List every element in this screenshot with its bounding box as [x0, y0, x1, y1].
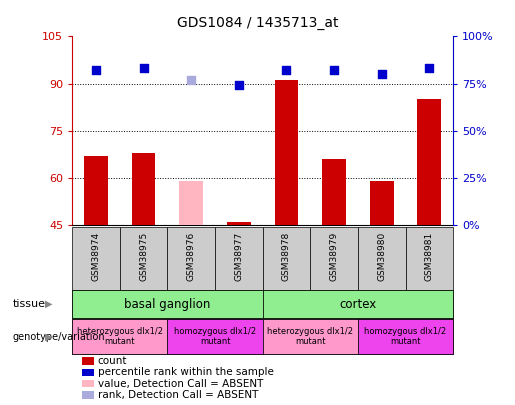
Text: heterozygous dlx1/2
mutant: heterozygous dlx1/2 mutant [77, 327, 163, 346]
Text: count: count [98, 356, 127, 366]
Text: GSM38981: GSM38981 [425, 232, 434, 281]
Text: GSM38977: GSM38977 [234, 232, 243, 281]
Text: GSM38980: GSM38980 [377, 232, 386, 281]
Text: GSM38978: GSM38978 [282, 232, 291, 281]
Point [282, 67, 290, 74]
Point [140, 65, 148, 72]
Point [187, 77, 195, 83]
Bar [322, 159, 346, 225]
Bar [370, 181, 393, 225]
Point [425, 65, 434, 72]
Bar [72, 227, 119, 290]
Text: GDS1084 / 1435713_at: GDS1084 / 1435713_at [177, 16, 338, 30]
Bar [72, 319, 167, 354]
Text: rank, Detection Call = ABSENT: rank, Detection Call = ABSENT [98, 390, 258, 400]
Point [330, 67, 338, 74]
Text: GSM38974: GSM38974 [92, 232, 100, 281]
Bar [358, 227, 405, 290]
Bar [119, 227, 167, 290]
Bar [263, 319, 358, 354]
Bar [179, 181, 203, 225]
Text: value, Detection Call = ABSENT: value, Detection Call = ABSENT [98, 379, 263, 388]
Point [235, 82, 243, 89]
Bar [215, 227, 263, 290]
Text: cortex: cortex [339, 298, 376, 311]
Text: percentile rank within the sample: percentile rank within the sample [98, 367, 274, 377]
Bar [167, 319, 263, 354]
Text: basal ganglion: basal ganglion [124, 298, 211, 311]
Text: ▶: ▶ [45, 299, 53, 309]
Bar [263, 290, 453, 318]
Text: heterozygous dlx1/2
mutant: heterozygous dlx1/2 mutant [267, 327, 353, 346]
Bar [358, 319, 453, 354]
Bar [418, 99, 441, 225]
Bar [274, 81, 298, 225]
Text: GSM38976: GSM38976 [187, 232, 196, 281]
Text: GSM38975: GSM38975 [139, 232, 148, 281]
Text: GSM38979: GSM38979 [330, 232, 338, 281]
Text: tissue: tissue [13, 299, 46, 309]
Text: ▶: ▶ [45, 332, 53, 341]
Text: homozygous dlx1/2
mutant: homozygous dlx1/2 mutant [365, 327, 447, 346]
Bar [72, 290, 263, 318]
Bar [310, 227, 358, 290]
Bar [263, 227, 310, 290]
Point [377, 71, 386, 77]
Bar [405, 227, 453, 290]
Bar [84, 156, 108, 225]
Text: genotype/variation: genotype/variation [13, 332, 106, 341]
Bar [227, 222, 251, 225]
Bar [167, 227, 215, 290]
Bar [132, 153, 156, 225]
Text: homozygous dlx1/2
mutant: homozygous dlx1/2 mutant [174, 327, 256, 346]
Point [92, 67, 100, 74]
